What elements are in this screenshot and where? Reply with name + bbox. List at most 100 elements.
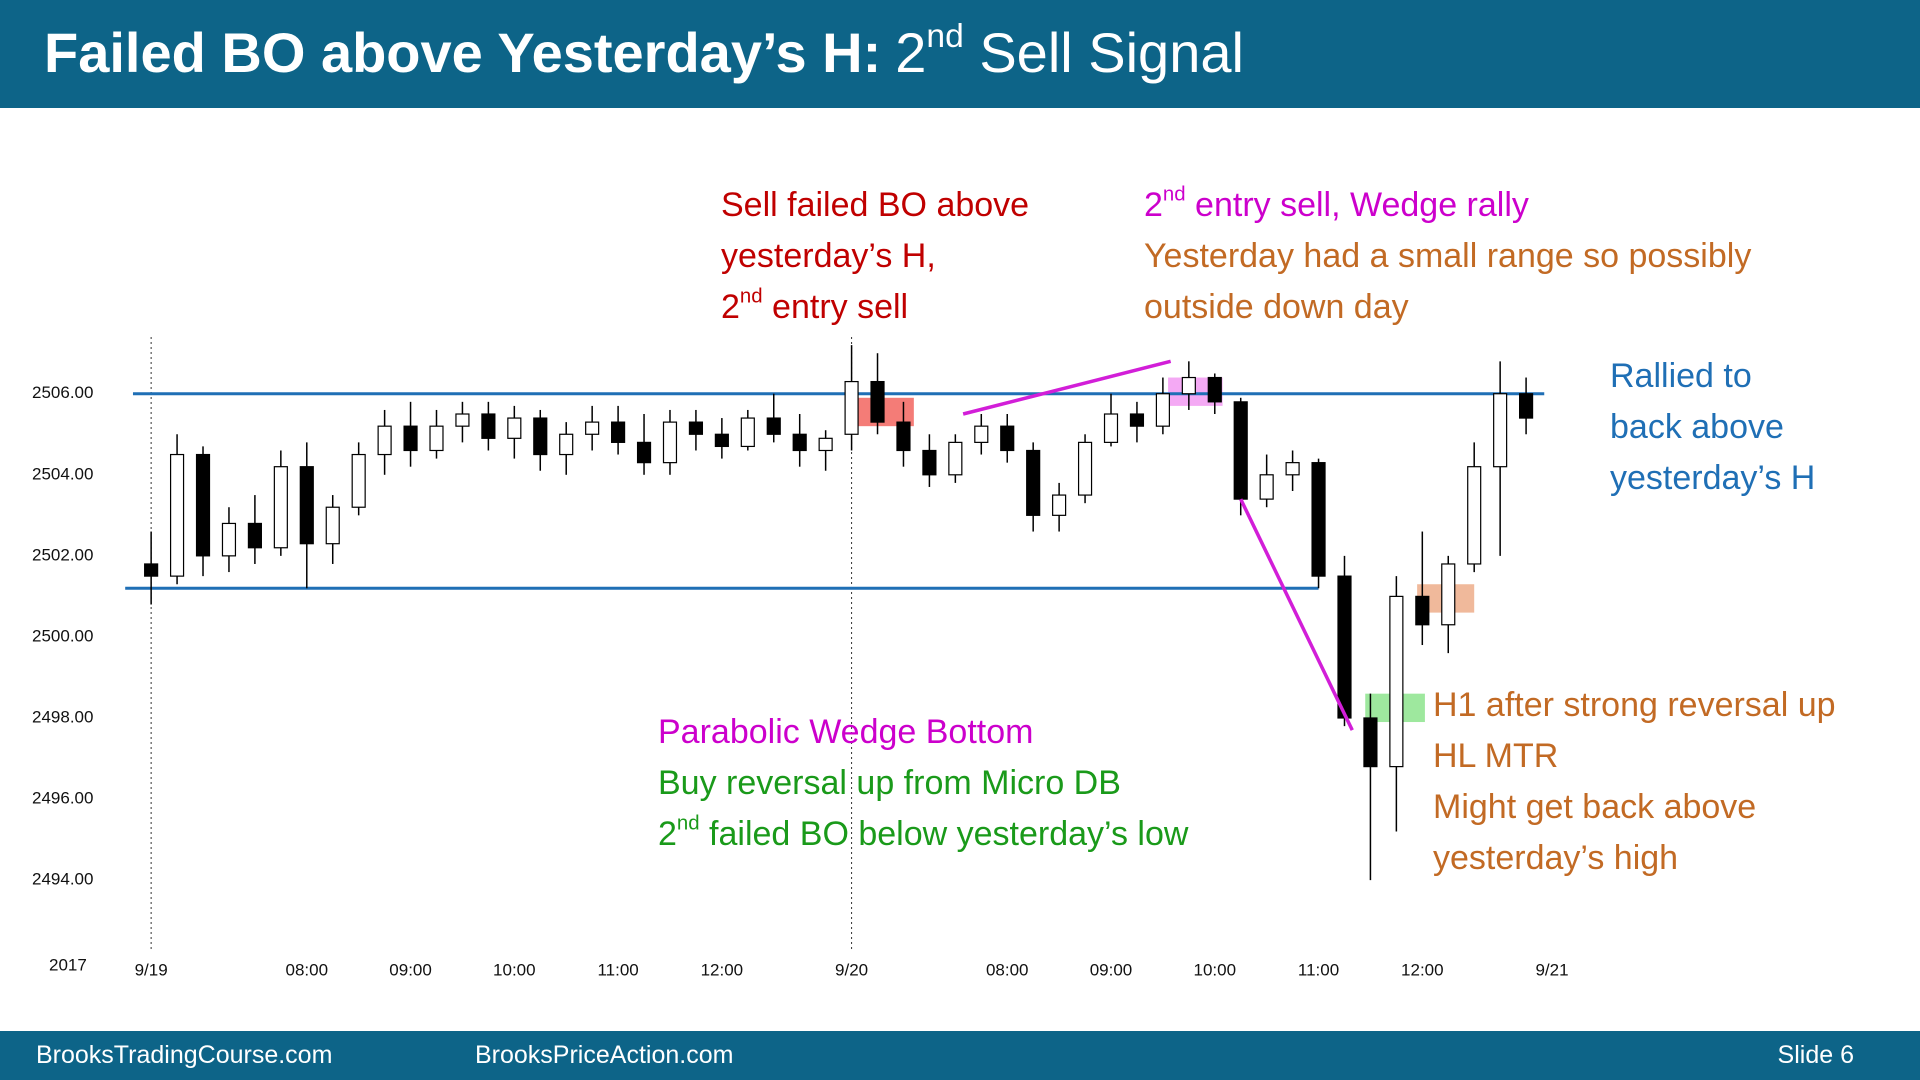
candle-body bbox=[1259, 474, 1274, 500]
annotation-line: Yesterday had a small range so possibly bbox=[1144, 231, 1751, 282]
candle-body bbox=[1337, 575, 1352, 719]
title-sup: nd bbox=[926, 17, 964, 55]
candle-body bbox=[1285, 462, 1300, 476]
footer-site: BrooksPriceAction.com bbox=[475, 1041, 734, 1069]
annotation-text: Yesterday had a small range so possibly bbox=[1144, 237, 1752, 275]
annotation-line: Rallied to bbox=[1610, 351, 1815, 402]
x-tick-label: 9/20 bbox=[835, 960, 868, 979]
candle-body bbox=[611, 421, 626, 443]
annotation-text: Sell failed BO above bbox=[721, 186, 1030, 224]
candle-body bbox=[273, 466, 288, 549]
candle-body bbox=[1233, 401, 1248, 500]
candle-body bbox=[818, 437, 833, 452]
annotation-sup: nd bbox=[739, 285, 763, 308]
candle-body bbox=[1415, 595, 1430, 626]
annotation-text: 2 bbox=[721, 288, 740, 326]
trend-line bbox=[962, 359, 1172, 416]
candle-body bbox=[662, 421, 678, 464]
slide-number: Slide 6 bbox=[1777, 1041, 1854, 1069]
annotation-sup: nd bbox=[676, 812, 700, 835]
annotation-text: 2 bbox=[658, 815, 677, 853]
header: Failed BO above Yesterday’s H: 2nd Sell S… bbox=[0, 0, 1920, 108]
annotation-text: Might get back above bbox=[1433, 788, 1757, 826]
candle-body bbox=[481, 413, 496, 439]
y-tick-label: 2494.00 bbox=[32, 870, 93, 889]
annotation-line: 2nd entry sell, Wedge rally bbox=[1144, 180, 1529, 231]
candle-body bbox=[1077, 441, 1093, 496]
annotation-text: yesterday’s high bbox=[1433, 839, 1679, 877]
x-tick-label: 11:00 bbox=[1298, 960, 1339, 979]
candle-body bbox=[948, 441, 963, 476]
candle-body bbox=[1519, 393, 1534, 419]
candle-body bbox=[221, 522, 237, 557]
candle-body bbox=[1155, 393, 1170, 427]
annotation-text: Buy reversal up from Micro DB bbox=[658, 764, 1121, 802]
annotation-line: yesterday’s high bbox=[1433, 833, 1836, 884]
candle-body bbox=[740, 417, 755, 448]
candle-body bbox=[1441, 563, 1456, 626]
candle-body bbox=[922, 449, 937, 476]
x-tick-label: 12:00 bbox=[1401, 960, 1444, 979]
trend-line bbox=[1239, 498, 1354, 731]
annotation: Sell failed BO above yesterday’s H, 2nd en… bbox=[721, 180, 1029, 333]
annotation-line: Sell failed BO above bbox=[721, 180, 1029, 231]
candle-body bbox=[403, 425, 418, 452]
annotation-text: failed BO below yesterday’s low bbox=[699, 815, 1189, 853]
annotation-line: yesterday’s H, bbox=[721, 231, 1029, 282]
annotation-text: 2 bbox=[1144, 186, 1163, 224]
candle-body bbox=[559, 433, 574, 456]
annotation-text: yesterday’s H, bbox=[721, 237, 936, 275]
annotation-text: yesterday’s H bbox=[1610, 459, 1816, 497]
annotation: H1 after strong reversal up HL MTR Might g… bbox=[1433, 680, 1836, 884]
candle-body bbox=[144, 563, 159, 577]
annotation-text: entry sell bbox=[762, 288, 909, 326]
candle-body bbox=[1207, 376, 1222, 403]
y-tick-label: 2504.00 bbox=[32, 464, 93, 483]
candle-body bbox=[1052, 494, 1067, 516]
x-tick-label: 9/19 bbox=[135, 960, 168, 979]
annotation-line: Might get back above bbox=[1433, 782, 1836, 833]
slide-title: Failed BO above Yesterday’s H: 2nd Sell S… bbox=[44, 20, 1244, 85]
candle-body bbox=[1311, 462, 1326, 577]
candle-body bbox=[247, 522, 262, 549]
annotation-text: HL MTR bbox=[1433, 737, 1559, 775]
x-tick-label: 11:00 bbox=[597, 960, 638, 979]
annotation-text: Rallied to bbox=[1610, 357, 1752, 395]
annotation-line: H1 after strong reversal up bbox=[1433, 680, 1836, 731]
y-tick-label: 2496.00 bbox=[32, 789, 93, 808]
annotation-line: outside down day bbox=[1144, 282, 1751, 333]
annotation-line: 2nd entry sell bbox=[721, 282, 1029, 333]
title-text: 2 bbox=[895, 21, 927, 84]
candle-body bbox=[429, 425, 444, 452]
candle-body bbox=[714, 433, 729, 448]
candle-body bbox=[1026, 449, 1041, 516]
candle-body bbox=[351, 453, 366, 508]
candle-body bbox=[896, 421, 911, 452]
y-tick-label: 2498.00 bbox=[32, 707, 93, 726]
x-tick-label: 09:00 bbox=[389, 960, 432, 979]
candle-body bbox=[507, 417, 522, 439]
title-text: Sell Signal bbox=[963, 21, 1244, 84]
candle-body bbox=[766, 417, 781, 435]
footer: BrooksTradingCourse.com BrooksPriceActio… bbox=[0, 1031, 1920, 1080]
annotation-text: outside down day bbox=[1144, 288, 1409, 326]
candle-body bbox=[1467, 466, 1482, 565]
candle-body bbox=[1181, 376, 1196, 395]
annotation-line: 2nd failed BO below yesterday’s low bbox=[658, 809, 1188, 860]
chart: 2017 2494.00 2496.00 2498.00 2500.00 2502.00… bbox=[32, 337, 1569, 979]
candle-body bbox=[1129, 413, 1145, 427]
highlight-box bbox=[856, 397, 914, 427]
candle-body bbox=[870, 380, 885, 423]
annotation-line: Parabolic Wedge Bottom bbox=[658, 707, 1033, 758]
candle-body bbox=[1389, 595, 1404, 768]
x-tick-label: 08:00 bbox=[986, 960, 1029, 979]
annotation: 2nd entry sell, Wedge rally bbox=[1144, 180, 1529, 231]
annotation-text: H1 after strong reversal up bbox=[1433, 686, 1836, 724]
candle-body bbox=[377, 425, 392, 456]
candle-body bbox=[533, 417, 548, 456]
x-tick-label: 9/21 bbox=[1535, 960, 1568, 979]
annotation-line: HL MTR bbox=[1433, 731, 1836, 782]
candle-body bbox=[299, 466, 314, 545]
candle-body bbox=[636, 441, 652, 464]
